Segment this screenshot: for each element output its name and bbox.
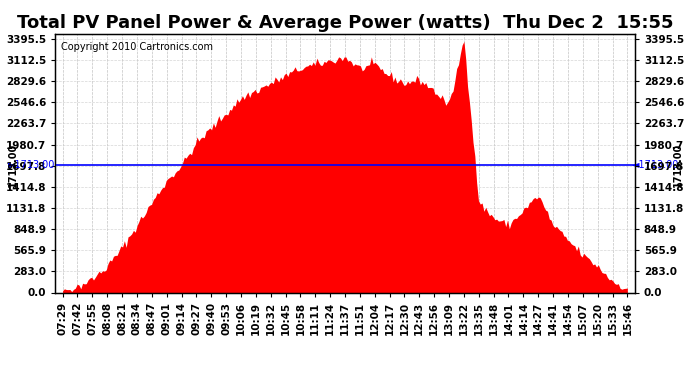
Text: 1713.00: 1713.00 <box>673 142 682 187</box>
Title: Total PV Panel Power & Average Power (watts)  Thu Dec 2  15:55: Total PV Panel Power & Average Power (wa… <box>17 14 673 32</box>
Text: 1713.00: 1713.00 <box>8 142 17 187</box>
Text: ►1713.00: ►1713.00 <box>8 159 55 170</box>
Text: ◄1713.00: ◄1713.00 <box>632 159 679 170</box>
Text: Copyright 2010 Cartronics.com: Copyright 2010 Cartronics.com <box>61 42 213 51</box>
